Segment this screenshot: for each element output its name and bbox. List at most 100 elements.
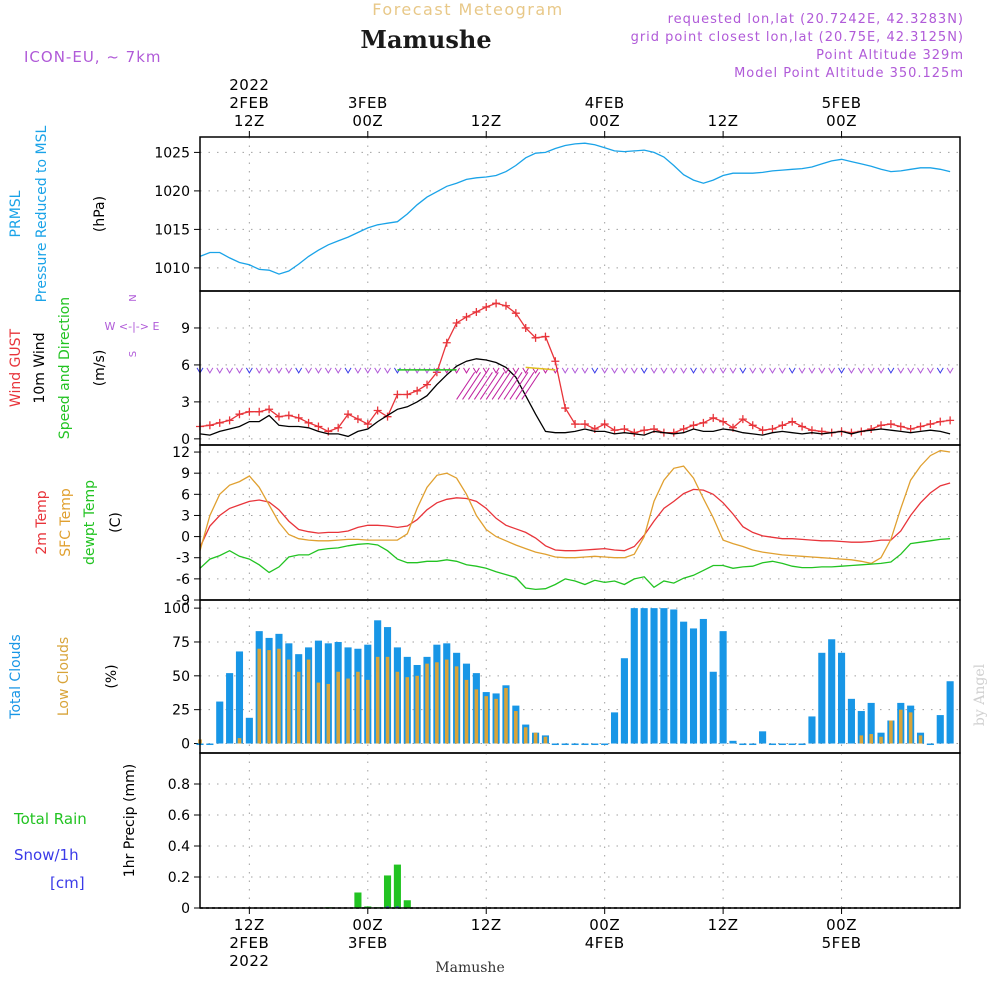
bar-low-clouds bbox=[889, 720, 893, 744]
bar-low-clouds bbox=[356, 671, 360, 744]
wind-direction-arrow bbox=[709, 367, 717, 374]
bar-snow bbox=[386, 906, 389, 908]
gust-marker bbox=[748, 421, 757, 430]
gust-marker bbox=[531, 333, 540, 342]
series-10m-wind bbox=[199, 358, 951, 438]
bar-total-clouds bbox=[245, 717, 253, 744]
bar-total-clouds bbox=[640, 608, 648, 744]
top-time-label: 5FEB bbox=[822, 94, 862, 112]
bottom-time-label: 12Z bbox=[471, 916, 502, 934]
wind-direction-arrow bbox=[620, 367, 628, 374]
gust-marker bbox=[521, 323, 530, 332]
wind-direction-arrow bbox=[699, 367, 707, 374]
wind-direction-arrow bbox=[265, 367, 273, 374]
y-tick-label: 1015 bbox=[154, 222, 190, 238]
wind-direction-arrow bbox=[650, 367, 658, 374]
wind-direction-arrow bbox=[571, 367, 579, 374]
bar-total-clouds bbox=[798, 743, 806, 746]
y-tick-label: -3 bbox=[176, 551, 190, 567]
bar-total-clouds bbox=[759, 731, 767, 744]
bar-total-clouds bbox=[610, 712, 619, 744]
wind-hatch bbox=[473, 372, 493, 400]
wind-direction-arrow bbox=[877, 367, 885, 374]
side-label: 2m Temp bbox=[34, 490, 50, 554]
series-wind-gust bbox=[199, 302, 951, 434]
wind-direction-arrow bbox=[561, 367, 569, 374]
wind-direction-arrow bbox=[848, 367, 855, 374]
y-tick-label: 100 bbox=[163, 601, 190, 617]
gust-marker bbox=[798, 422, 807, 431]
gust-marker bbox=[778, 421, 787, 430]
y-tick-label: -6 bbox=[176, 572, 190, 588]
gust-marker bbox=[610, 426, 619, 435]
wind-hatch bbox=[491, 372, 511, 400]
bar-rain bbox=[364, 906, 372, 908]
bar-total-clouds bbox=[857, 711, 865, 744]
bar-total-clouds bbox=[660, 608, 668, 744]
wind-direction-arrow bbox=[838, 367, 845, 374]
bar-total-clouds bbox=[778, 743, 786, 746]
series-prmsl bbox=[199, 142, 951, 275]
wind-direction-arrow bbox=[611, 367, 618, 374]
bar-total-clouds bbox=[216, 701, 224, 744]
wind-direction-arrow bbox=[295, 367, 303, 374]
gust-marker bbox=[580, 420, 589, 429]
point-altitude: Point Altitude 329m bbox=[816, 48, 964, 63]
wind-direction-arrow bbox=[660, 367, 668, 374]
wind-hatch bbox=[485, 372, 505, 400]
bar-total-clouds bbox=[808, 716, 816, 744]
wind-direction-arrow bbox=[808, 367, 816, 374]
model-point-altitude: Model Point Altitude 350.125m bbox=[734, 66, 964, 81]
wind-direction-arrow bbox=[206, 367, 214, 374]
unit-label: 1hr Precip (mm) bbox=[122, 764, 138, 877]
bar-low-clouds bbox=[336, 671, 340, 744]
wind-direction-arrow bbox=[926, 367, 934, 374]
wind-direction-arrow bbox=[769, 367, 776, 374]
wind-hatch bbox=[509, 372, 529, 400]
gust-marker bbox=[274, 412, 283, 421]
bar-total-clouds bbox=[936, 715, 944, 744]
gust-marker bbox=[630, 428, 639, 437]
wind-vector bbox=[525, 366, 556, 371]
wind-hatch bbox=[462, 372, 481, 400]
y-tick-label: 1025 bbox=[154, 145, 190, 161]
gust-marker bbox=[906, 424, 915, 433]
gust-marker bbox=[719, 417, 728, 426]
gust-marker bbox=[492, 299, 501, 308]
side-label: PRMSL bbox=[8, 190, 24, 237]
bottom-time-label: 00Z bbox=[826, 916, 857, 934]
bar-total-clouds bbox=[235, 651, 244, 744]
bar-low-clouds bbox=[899, 709, 903, 744]
wind-direction-arrow bbox=[719, 367, 727, 374]
wind-hatch bbox=[479, 372, 499, 400]
gust-marker bbox=[640, 426, 649, 435]
y-tick-label: 6 bbox=[181, 358, 190, 374]
top-time-label: 12Z bbox=[234, 112, 265, 130]
panel-wind: 0 3 6 9 Wind GUST 10m Wind Speed and Direction… bbox=[8, 290, 961, 448]
panel-frame bbox=[199, 290, 961, 446]
gust-marker bbox=[353, 415, 362, 424]
bar-low-clouds bbox=[454, 666, 459, 744]
gust-marker bbox=[472, 307, 481, 316]
bottom-time-label: 5FEB bbox=[822, 934, 862, 952]
wind-direction-arrow bbox=[245, 367, 253, 374]
gust-marker bbox=[541, 332, 550, 341]
wind-direction-arrow bbox=[640, 367, 648, 374]
legend-total-rain: Total Rain bbox=[13, 810, 87, 828]
gust-marker bbox=[936, 417, 945, 426]
y-tick-label: 75 bbox=[172, 635, 190, 651]
legend-snow-unit: [cm] bbox=[50, 874, 85, 892]
y-tick-label: 0.2 bbox=[168, 870, 190, 886]
y-tick-label: 3 bbox=[181, 508, 190, 524]
legend-snow: Snow/1h bbox=[14, 846, 79, 864]
y-tick-label: 9 bbox=[181, 466, 190, 482]
wind-direction-arrow bbox=[374, 367, 382, 374]
unit-label: (hPa) bbox=[92, 196, 108, 232]
bar-total-clouds bbox=[680, 621, 688, 744]
wind-direction-arrow bbox=[344, 367, 352, 374]
bar-low-clouds bbox=[346, 678, 350, 744]
bar-low-clouds bbox=[523, 727, 528, 744]
bar-low-clouds bbox=[859, 735, 864, 744]
bar-total-clouds bbox=[650, 608, 658, 744]
